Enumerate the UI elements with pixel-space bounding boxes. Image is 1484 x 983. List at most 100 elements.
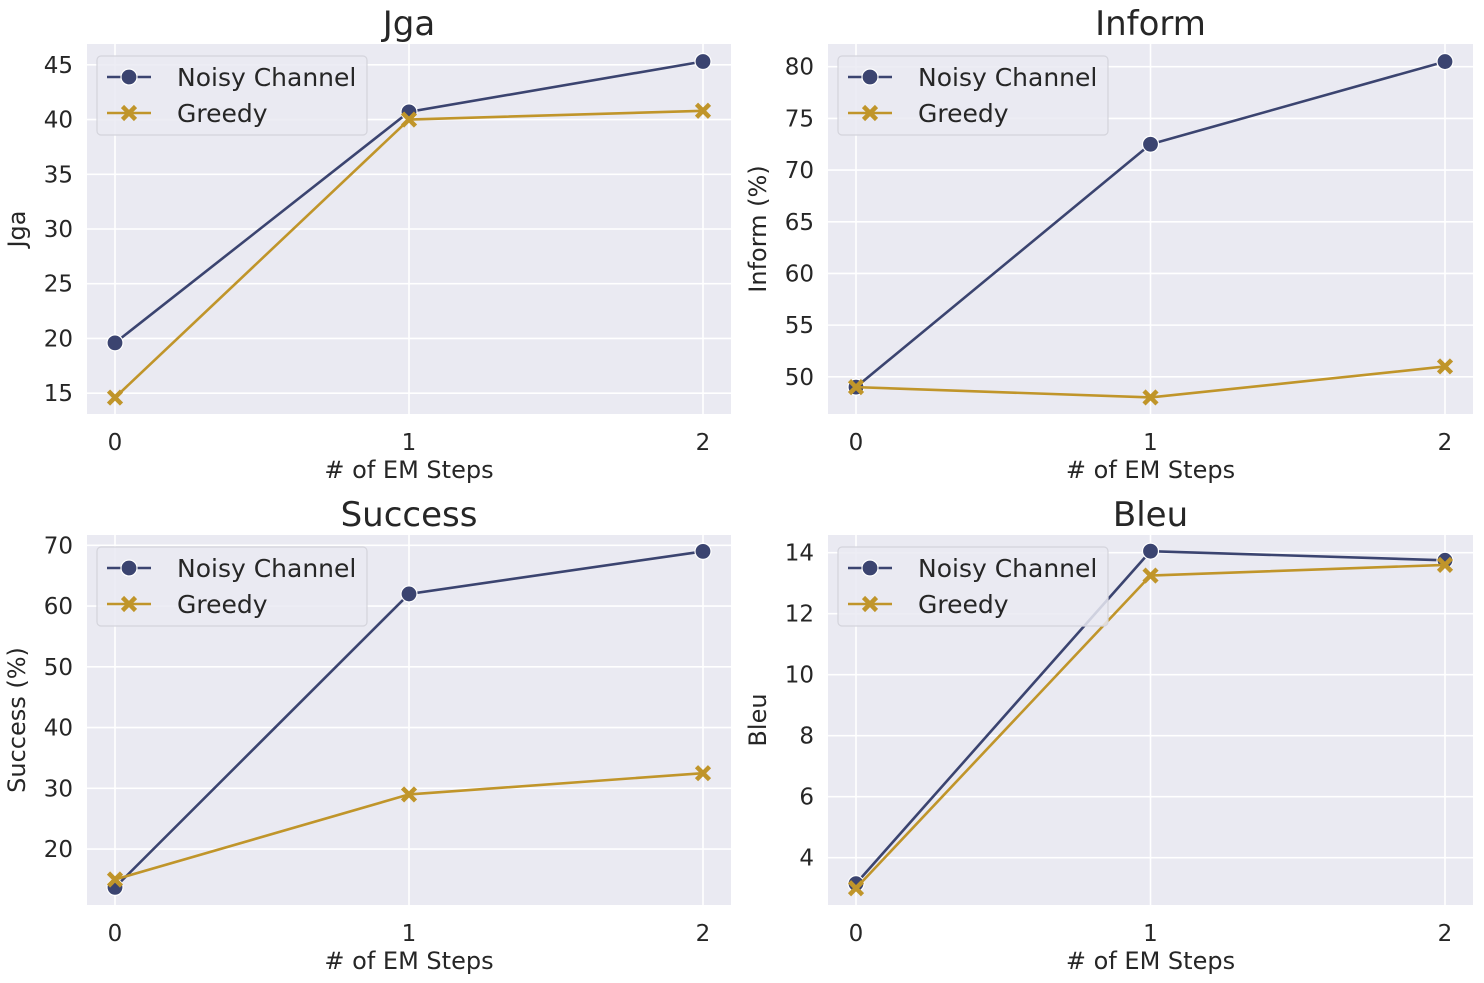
x-axis-label: # of EM Steps [1066, 456, 1235, 484]
x-axis-label: # of EM Steps [324, 947, 493, 975]
legend-marker [861, 559, 879, 577]
data-point [1436, 52, 1454, 71]
x-tick-label: 1 [1143, 921, 1158, 947]
legend-entry: Noisy Channel [177, 63, 356, 92]
y-tick-label: 12 [785, 602, 814, 628]
data-point [1141, 542, 1160, 560]
data-point [694, 542, 712, 561]
data-point [694, 102, 712, 119]
y-tick-label: 25 [44, 272, 73, 298]
chart-title: Inform [1095, 4, 1206, 44]
data-point [847, 875, 865, 893]
chart-title: Success [341, 495, 478, 535]
chart-panel-0: 15 20 25 30 35 40 45 0 1 2 Jga # of EM Steps Jga Nois… [3, 4, 731, 484]
chart-title: Jga [381, 4, 435, 44]
x-tick-label: 0 [108, 430, 123, 456]
legend-entry: Noisy Channel [918, 554, 1097, 583]
legend-entry: Noisy Channel [177, 554, 356, 583]
y-tick-label: 14 [785, 541, 814, 567]
x-tick-label: 1 [1143, 430, 1158, 456]
y-tick-label: 70 [785, 158, 814, 184]
data-point [1141, 135, 1160, 153]
y-tick-label: 60 [44, 594, 73, 620]
chart-title: Bleu [1113, 495, 1188, 535]
data-point [400, 786, 418, 803]
series-1 [847, 556, 1454, 897]
data-point [106, 871, 124, 888]
series-1 [106, 102, 712, 406]
y-tick-label: 70 [44, 533, 73, 559]
x-tick-label: 2 [1438, 430, 1453, 456]
data-point [1142, 389, 1159, 406]
legend-marker [120, 68, 138, 86]
y-tick-label: 45 [44, 53, 73, 79]
y-tick-label: 20 [44, 837, 73, 863]
x-tick-label: 0 [849, 430, 864, 456]
legend-box [837, 55, 1109, 136]
legend: Noisy Channel Greedy [96, 55, 368, 136]
data-point [694, 765, 712, 782]
y-tick-label: 8 [799, 724, 814, 750]
y-tick-label: 75 [785, 106, 814, 132]
y-tick-label: 50 [785, 365, 814, 391]
chart-panel-2: 20 30 40 50 60 70 0 1 2 Success # of EM Steps Succe… [3, 495, 731, 975]
legend-entry: Greedy [177, 590, 268, 619]
y-axis-label: Jga [3, 210, 31, 249]
y-tick-label: 60 [785, 261, 814, 287]
y-axis-label: Success (%) [3, 647, 31, 793]
series-1 [847, 358, 1454, 406]
legend-marker [861, 595, 879, 613]
data-point [106, 389, 124, 406]
y-tick-label: 4 [799, 846, 814, 872]
legend-box [96, 55, 368, 136]
legend: Noisy Channel Greedy [96, 546, 368, 627]
legend: Noisy Channel Greedy [837, 546, 1109, 627]
data-point [400, 111, 418, 128]
x-tick-label: 0 [849, 921, 864, 947]
y-axis-label: Bleu [744, 693, 772, 746]
x-tick-label: 1 [402, 921, 417, 947]
y-tick-label: 6 [799, 785, 814, 811]
legend-marker [120, 595, 138, 613]
data-point [847, 379, 865, 396]
data-point [847, 880, 865, 897]
legend-box [96, 546, 368, 627]
legend-marker [861, 104, 879, 122]
y-tick-label: 40 [44, 716, 73, 742]
legend-entry: Greedy [918, 99, 1009, 128]
y-tick-label: 55 [785, 313, 814, 339]
data-point [106, 334, 124, 352]
y-tick-label: 30 [44, 217, 73, 243]
legend-marker [120, 104, 138, 122]
x-tick-label: 2 [696, 430, 711, 456]
x-tick-label: 1 [402, 430, 417, 456]
legend: Noisy Channel Greedy [837, 55, 1109, 136]
series-0 [847, 542, 1454, 893]
data-point [694, 52, 712, 71]
legend-entry: Greedy [177, 99, 268, 128]
y-tick-label: 80 [785, 55, 814, 81]
x-axis-label: # of EM Steps [1066, 947, 1235, 975]
data-point [1436, 358, 1454, 375]
legend-marker [861, 68, 879, 86]
y-tick-label: 15 [44, 381, 73, 407]
y-tick-label: 50 [44, 655, 73, 681]
data-point [1142, 567, 1159, 584]
y-tick-label: 40 [44, 108, 73, 134]
x-tick-label: 2 [1438, 921, 1453, 947]
y-tick-label: 20 [44, 326, 73, 352]
series-1 [106, 765, 712, 888]
legend-marker [120, 559, 138, 577]
y-tick-label: 65 [785, 210, 814, 236]
x-tick-label: 2 [696, 921, 711, 947]
y-tick-label: 35 [44, 162, 73, 188]
chart-panel-1: 50 55 60 65 70 75 80 0 1 2 Inform # of EM Steps Info… [744, 4, 1473, 484]
legend-entry: Greedy [918, 590, 1009, 619]
y-tick-label: 30 [44, 776, 73, 802]
data-point [400, 585, 418, 603]
x-tick-label: 0 [108, 921, 123, 947]
data-point [1436, 556, 1454, 573]
legend-entry: Noisy Channel [918, 63, 1097, 92]
